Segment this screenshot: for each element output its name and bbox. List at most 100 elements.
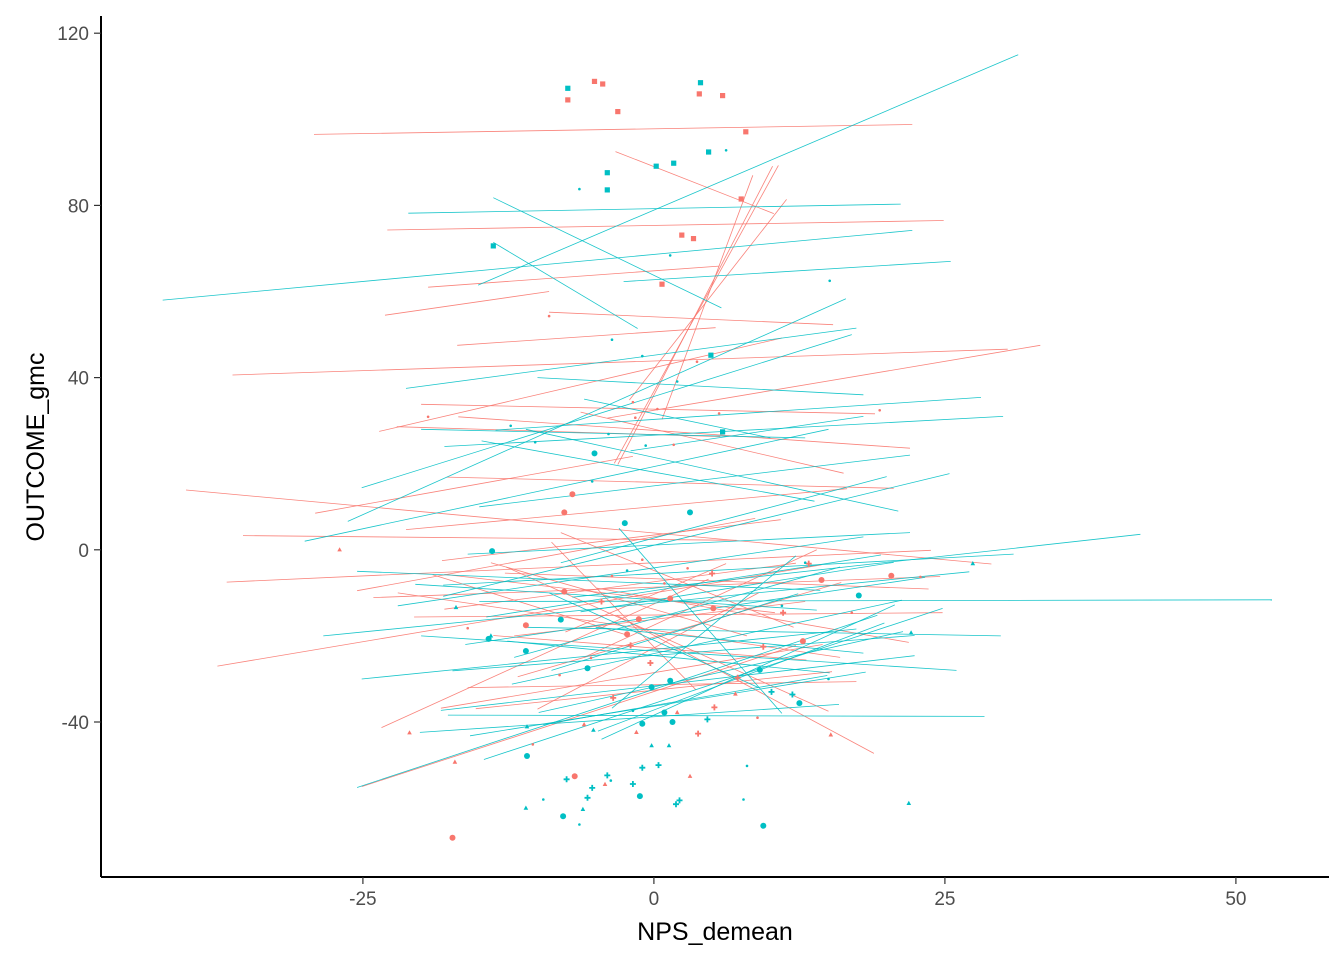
data-point [648, 684, 655, 691]
fit-line [315, 456, 633, 514]
data-point [602, 781, 608, 786]
data-point [615, 109, 621, 115]
data-point [610, 338, 614, 342]
data-point [696, 91, 702, 97]
data-point [805, 560, 812, 567]
data-point [686, 567, 689, 570]
data-point [557, 616, 564, 623]
data-point [547, 314, 551, 318]
fit-line [443, 473, 950, 597]
fit-line [580, 561, 894, 613]
data-point [598, 598, 605, 605]
data-point [908, 630, 914, 635]
fit-line [618, 528, 783, 714]
fit-line [421, 635, 957, 671]
data-point [631, 400, 635, 404]
x-tick-label: 25 [934, 889, 955, 910]
data-point [589, 784, 596, 791]
data-point [578, 823, 581, 826]
y-tick-label: 120 [57, 24, 89, 45]
y-tick-label: 0 [78, 541, 89, 562]
fit-line [415, 583, 817, 611]
data-point [734, 674, 741, 681]
data-point [584, 794, 591, 801]
fit-line [514, 566, 841, 658]
data-point [671, 160, 677, 166]
data-point [571, 773, 578, 780]
data-point [711, 704, 718, 711]
data-point [627, 642, 634, 649]
data-point [738, 196, 744, 202]
fit-line [405, 327, 857, 389]
data-point [452, 759, 458, 764]
fit-line [616, 614, 875, 754]
data-point [489, 548, 496, 555]
data-point [745, 764, 749, 768]
fit-line [565, 563, 727, 633]
data-point [647, 660, 654, 666]
x-tick-label: 0 [649, 889, 660, 910]
data-point [919, 575, 922, 579]
data-point [708, 352, 714, 358]
data-point [676, 797, 683, 804]
data-point [629, 781, 636, 787]
data-point [818, 577, 825, 583]
data-point [523, 805, 529, 810]
fit-line [232, 348, 1008, 376]
data-point [565, 85, 571, 91]
data-point [604, 170, 610, 176]
data-point [591, 78, 598, 84]
fit-line [242, 535, 737, 541]
fit-line [597, 622, 885, 732]
data-point [589, 656, 593, 660]
fit-line [457, 327, 716, 346]
fit-line [517, 582, 842, 678]
data-point [591, 727, 596, 732]
data-point [672, 443, 675, 447]
data-point [560, 813, 567, 820]
fit-line [458, 416, 911, 449]
data-point [704, 716, 711, 723]
data-point [522, 622, 529, 629]
fit-line [486, 554, 881, 618]
fit-line [444, 574, 775, 614]
fit-line [560, 476, 887, 564]
data-point [488, 633, 494, 638]
fit-line [630, 416, 864, 452]
fit-line [511, 599, 902, 685]
fit-line [481, 440, 815, 502]
fit-line [387, 220, 944, 231]
fit-line [185, 489, 992, 565]
data-point [668, 254, 672, 257]
fit-line [381, 578, 709, 728]
data-point [531, 743, 535, 746]
data-point [760, 822, 767, 829]
data-point [850, 611, 854, 614]
fit-line [226, 549, 931, 583]
fit-line [428, 265, 720, 288]
fit-line [543, 675, 828, 725]
data-point [742, 798, 745, 801]
data-point [673, 801, 679, 808]
data-point [610, 694, 617, 701]
data-point [667, 595, 674, 602]
data-point [426, 415, 430, 419]
data-point [780, 609, 787, 616]
x-tick-label: 50 [1225, 889, 1246, 910]
data-point [563, 776, 570, 783]
fit-line [356, 614, 878, 788]
fit-line [475, 671, 833, 710]
fit-line [601, 604, 895, 740]
fit-line [447, 714, 985, 717]
fit-line [537, 592, 759, 710]
fit-line [548, 592, 759, 688]
data-point [621, 520, 628, 527]
data-point [796, 700, 803, 707]
data-point [524, 724, 530, 729]
fit-line [217, 564, 822, 667]
data-point [466, 626, 470, 630]
data-point [799, 638, 806, 645]
data-point [709, 570, 716, 577]
data-point [561, 509, 568, 516]
